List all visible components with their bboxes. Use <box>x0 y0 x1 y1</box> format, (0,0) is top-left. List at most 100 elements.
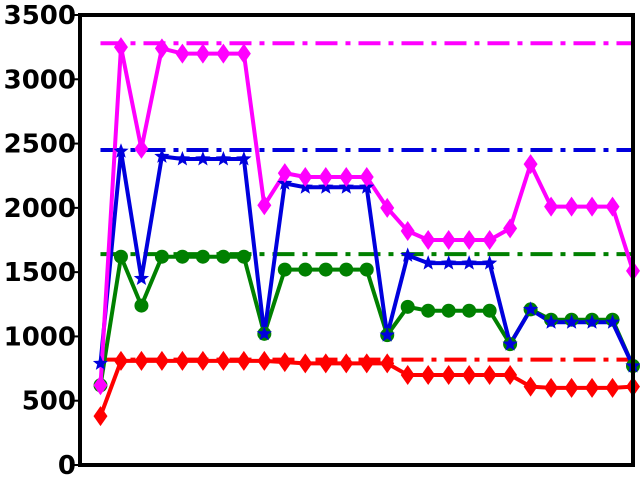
point-blue-0 <box>92 355 109 370</box>
point-blue-18 <box>461 255 477 270</box>
point-red-2 <box>134 350 149 371</box>
point-green-19 <box>482 303 497 318</box>
markers-magenta <box>93 37 640 396</box>
point-magenta-14 <box>380 197 395 218</box>
point-green-5 <box>195 249 210 264</box>
point-blue-1 <box>113 143 129 158</box>
point-blue-14 <box>379 327 395 342</box>
point-blue-21 <box>523 301 539 316</box>
point-red-10 <box>298 353 313 374</box>
point-green-18 <box>462 303 477 318</box>
point-red-16 <box>421 365 436 385</box>
y-tick-label-0: 0 <box>58 451 76 480</box>
point-blue-3 <box>154 148 170 163</box>
point-magenta-25 <box>605 196 620 217</box>
point-magenta-13 <box>359 167 374 187</box>
point-green-12 <box>339 262 354 277</box>
point-blue-7 <box>236 151 252 166</box>
point-magenta-16 <box>421 230 436 250</box>
point-magenta-18 <box>462 230 477 250</box>
point-blue-2 <box>133 270 150 285</box>
point-magenta-2 <box>134 138 149 159</box>
point-green-15 <box>400 299 415 314</box>
point-magenta-0 <box>93 375 108 396</box>
plot-frame <box>78 13 635 467</box>
point-magenta-21 <box>523 154 538 175</box>
y-tick-label-2000: 2000 <box>4 194 76 224</box>
series-line-magenta <box>98 45 635 386</box>
markers-red <box>93 350 640 427</box>
point-blue-5 <box>195 151 211 166</box>
point-red-3 <box>154 350 169 371</box>
point-red-12 <box>339 353 354 374</box>
y-tick-label-3500: 3500 <box>4 1 76 31</box>
point-red-24 <box>585 377 600 398</box>
point-red-22 <box>544 377 559 398</box>
point-magenta-4 <box>175 43 190 64</box>
point-magenta-22 <box>544 196 559 217</box>
point-red-18 <box>462 365 477 385</box>
point-red-20 <box>503 365 518 385</box>
point-red-8 <box>257 350 272 371</box>
point-magenta-9 <box>277 163 292 184</box>
point-magenta-3 <box>154 38 169 59</box>
series-markers <box>92 37 640 427</box>
point-red-13 <box>359 353 374 374</box>
point-red-0 <box>93 406 108 427</box>
y-tick-label-3000: 3000 <box>4 65 76 95</box>
point-green-13 <box>359 262 374 277</box>
point-green-3 <box>154 249 169 264</box>
point-blue-23 <box>563 314 580 329</box>
point-red-19 <box>482 365 497 385</box>
point-red-14 <box>380 353 395 374</box>
point-blue-22 <box>543 314 559 329</box>
point-red-1 <box>113 350 128 371</box>
point-blue-15 <box>400 247 416 262</box>
point-green-17 <box>441 303 456 318</box>
point-magenta-15 <box>400 221 415 241</box>
point-red-17 <box>441 365 456 385</box>
point-blue-24 <box>584 314 600 329</box>
point-blue-4 <box>174 151 190 166</box>
point-red-25 <box>605 377 620 398</box>
point-green-11 <box>318 262 333 277</box>
point-blue-6 <box>215 151 231 166</box>
point-magenta-11 <box>318 167 333 187</box>
point-blue-20 <box>502 336 518 351</box>
point-green-7 <box>236 249 251 264</box>
point-green-4 <box>175 249 190 264</box>
point-blue-8 <box>256 325 272 341</box>
point-blue-16 <box>420 255 436 270</box>
point-blue-17 <box>441 255 457 270</box>
y-tick-label-2500: 2500 <box>4 130 76 160</box>
point-magenta-12 <box>339 167 354 187</box>
point-magenta-23 <box>564 196 579 217</box>
point-blue-19 <box>482 255 498 270</box>
point-magenta-10 <box>298 167 313 187</box>
point-green-1 <box>113 249 128 264</box>
point-green-6 <box>216 249 231 264</box>
point-magenta-7 <box>236 43 251 64</box>
point-green-9 <box>277 262 292 277</box>
point-red-4 <box>175 350 190 371</box>
point-blue-25 <box>604 314 621 329</box>
point-red-9 <box>277 352 292 373</box>
point-magenta-24 <box>585 196 600 217</box>
y-tick-label-1500: 1500 <box>4 258 76 288</box>
point-red-15 <box>400 365 415 385</box>
point-magenta-19 <box>482 230 497 250</box>
point-magenta-8 <box>257 195 272 216</box>
point-red-23 <box>564 377 579 398</box>
point-red-21 <box>523 376 538 397</box>
point-red-6 <box>216 350 231 371</box>
point-magenta-20 <box>503 218 518 239</box>
point-green-2 <box>134 298 149 313</box>
point-green-10 <box>298 262 313 277</box>
point-magenta-1 <box>113 37 128 58</box>
y-tick-label-1000: 1000 <box>4 322 76 352</box>
point-magenta-17 <box>441 230 456 250</box>
y-tick-label-500: 500 <box>22 387 76 417</box>
point-red-5 <box>195 350 210 371</box>
point-green-16 <box>421 303 436 318</box>
